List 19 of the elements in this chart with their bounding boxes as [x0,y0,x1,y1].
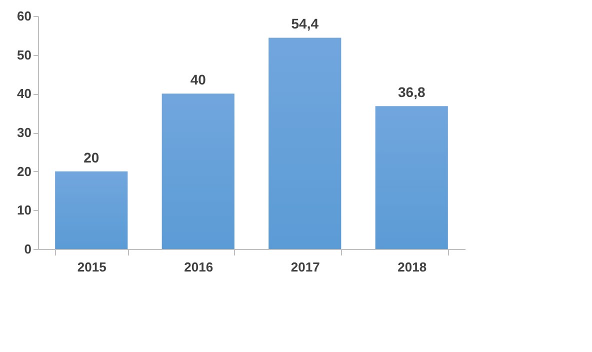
data-label: 40 [190,72,206,88]
x-tick-label: 2017 [290,260,320,274]
y-tick-label: 0 [24,242,32,256]
bar [268,38,342,249]
x-tick-label: 2016 [184,260,214,274]
y-tick-label: 20 [17,164,32,179]
bar [55,171,128,249]
bar [375,106,448,249]
y-tick-label: 50 [17,47,32,62]
bar [162,94,234,249]
data-label: 54,4 [291,16,319,32]
data-label: 36,8 [398,84,426,100]
x-tick-label: 2018 [398,260,427,274]
data-label: 20 [84,149,100,166]
y-tick-label: 40 [17,86,32,102]
x-tick-label: 2015 [77,260,106,274]
y-tick-label: 10 [17,202,32,218]
y-tick-label: 60 [17,8,32,24]
y-tick-label: 30 [17,125,32,140]
